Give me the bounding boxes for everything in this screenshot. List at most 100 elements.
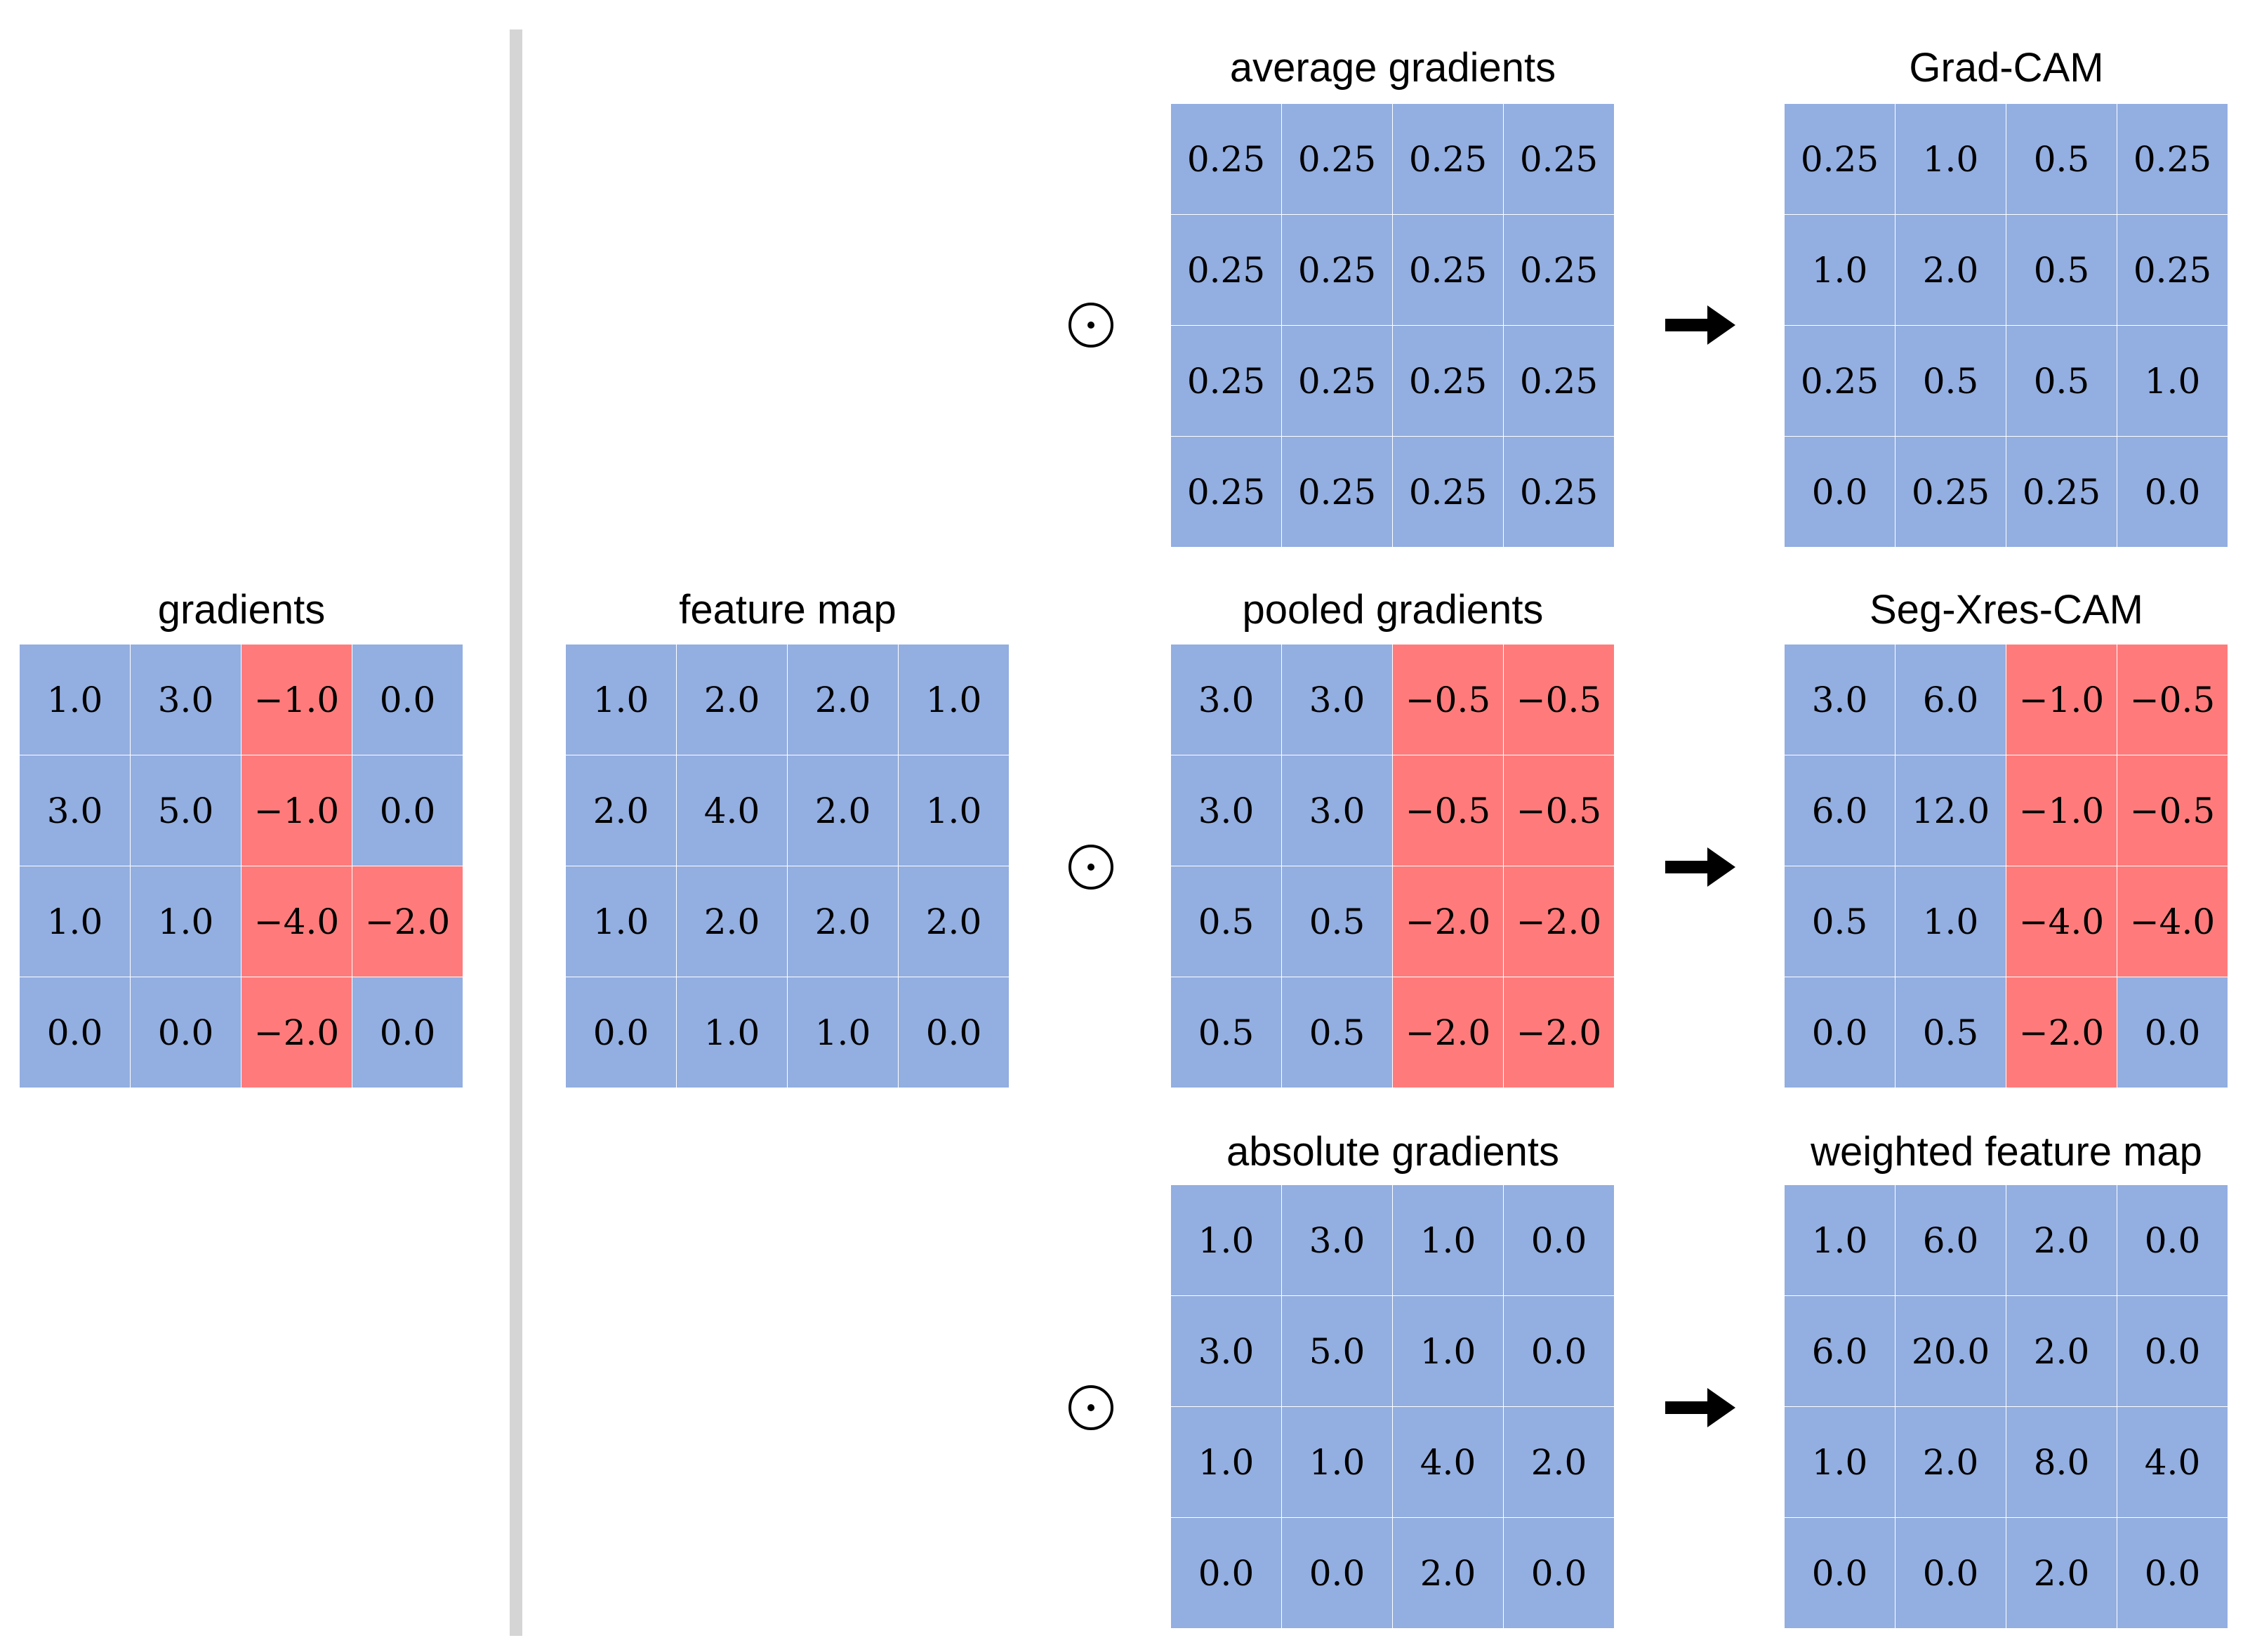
pooled-gradients-grid: 3.0 3.0 −0.5 −0.5 3.0 3.0 −0.5 −0.5 0.5 0.5 −2.0 −2… <box>1171 645 1615 1088</box>
grid-cell: −1.0 <box>241 755 352 866</box>
grid-cell: 2.0 <box>677 866 787 977</box>
grid-cell: −0.5 <box>1393 755 1503 866</box>
grid-cell: −1.0 <box>2006 755 2117 866</box>
grid-cell: 0.5 <box>2006 104 2117 214</box>
seg-xres-cam-title: Seg-Xres-CAM <box>1870 587 2143 633</box>
grid-cell: 3.0 <box>1171 645 1281 755</box>
grid-cell: 0.0 <box>1504 1296 1614 1406</box>
weighted-feature-map-grid: 1.0 6.0 2.0 0.0 6.0 20.0 2.0 0.0 1.0 2.0 8.0 4.0 0.0… <box>1785 1185 2228 1629</box>
hadamard-product-icon <box>1068 1385 1113 1430</box>
grid-cell: 0.25 <box>1282 215 1392 325</box>
grid-cell: 1.0 <box>1785 1185 1895 1295</box>
grid-cell: 0.0 <box>1282 1518 1392 1628</box>
grid-cell: 0.0 <box>352 977 463 1088</box>
grid-cell: −4.0 <box>2117 866 2228 977</box>
grid-cell: 0.0 <box>1895 1518 2006 1628</box>
grid-cell: −4.0 <box>2006 866 2117 977</box>
grid-cell: 2.0 <box>677 645 787 755</box>
grid-cell: −2.0 <box>1504 977 1614 1088</box>
grad-cam-grid: 0.25 1.0 0.5 0.25 1.0 2.0 0.5 0.25 0.25 0.5 0.5 1.0… <box>1785 104 2228 548</box>
grid-cell: 3.0 <box>1282 1185 1392 1295</box>
grid-cell: 1.0 <box>1895 104 2006 214</box>
grid-cell: 0.0 <box>1504 1518 1614 1628</box>
grid-cell: 3.0 <box>1171 755 1281 866</box>
grid-cell: 0.5 <box>1171 977 1281 1088</box>
grid-cell: 0.25 <box>1393 215 1503 325</box>
grid-cell: 1.0 <box>1393 1296 1503 1406</box>
hadamard-product-icon <box>1068 303 1113 348</box>
grid-cell: 0.5 <box>1282 977 1392 1088</box>
grid-cell: 1.0 <box>20 866 130 977</box>
grid-cell: 0.25 <box>1504 104 1614 214</box>
grid-cell: 0.25 <box>1282 326 1392 436</box>
grid-cell: 0.0 <box>1785 977 1895 1088</box>
grid-cell: −2.0 <box>1504 866 1614 977</box>
grid-cell: 2.0 <box>788 645 898 755</box>
grid-cell: 0.25 <box>1504 215 1614 325</box>
grid-cell: 3.0 <box>131 645 241 755</box>
grid-cell: 0.25 <box>1171 215 1281 325</box>
grad-cam-title: Grad-CAM <box>1909 45 2104 91</box>
grid-cell: 0.0 <box>899 977 1009 1088</box>
grid-cell: 2.0 <box>899 866 1009 977</box>
grid-cell: 2.0 <box>2006 1518 2117 1628</box>
grid-cell: 0.25 <box>2117 104 2228 214</box>
grid-cell: −0.5 <box>1393 645 1503 755</box>
grid-cell: 0.5 <box>1895 977 2006 1088</box>
grid-cell: 0.0 <box>352 645 463 755</box>
grid-cell: 0.0 <box>2117 1296 2228 1406</box>
grid-cell: −0.5 <box>2117 645 2228 755</box>
grid-cell: −0.5 <box>2117 755 2228 866</box>
grid-cell: 0.0 <box>1785 437 1895 547</box>
grid-cell: 0.25 <box>1171 104 1281 214</box>
weighted-feature-map-title: weighted feature map <box>1811 1129 2202 1175</box>
grid-cell: 2.0 <box>788 866 898 977</box>
grid-cell: 2.0 <box>1895 215 2006 325</box>
right-arrow-icon <box>1665 847 1735 887</box>
grid-cell: 6.0 <box>1895 1185 2006 1295</box>
grid-cell: 1.0 <box>566 645 676 755</box>
grid-cell: 0.25 <box>1282 437 1392 547</box>
hadamard-product-icon <box>1068 845 1113 890</box>
grid-cell: 2.0 <box>2006 1185 2117 1295</box>
grid-cell: 3.0 <box>1282 755 1392 866</box>
grid-cell: 0.0 <box>566 977 676 1088</box>
grid-cell: 0.25 <box>1785 104 1895 214</box>
grid-cell: 1.0 <box>1282 1407 1392 1517</box>
grid-cell: 0.0 <box>20 977 130 1088</box>
grid-cell: 1.0 <box>899 755 1009 866</box>
grid-cell: 0.5 <box>1282 866 1392 977</box>
grid-cell: −2.0 <box>1393 866 1503 977</box>
grid-cell: 3.0 <box>20 755 130 866</box>
grid-cell: 0.0 <box>131 977 241 1088</box>
grid-cell: −2.0 <box>2006 977 2117 1088</box>
average-gradients-title: average gradients <box>1229 45 1556 91</box>
grid-cell: 0.0 <box>1785 1518 1895 1628</box>
seg-xres-cam-grid: 3.0 6.0 −1.0 −0.5 6.0 12.0 −1.0 −0.5 0.5 1.0 −4.0−… <box>1785 645 2228 1088</box>
grid-cell: 5.0 <box>1282 1296 1392 1406</box>
grid-cell: 2.0 <box>566 755 676 866</box>
grid-cell: 0.25 <box>1393 104 1503 214</box>
grid-cell: 1.0 <box>131 866 241 977</box>
grid-cell: 3.0 <box>1282 645 1392 755</box>
grid-cell: 1.0 <box>1785 1407 1895 1517</box>
grid-cell: 1.0 <box>566 866 676 977</box>
grid-cell: 0.25 <box>1171 326 1281 436</box>
grid-cell: 0.0 <box>1171 1518 1281 1628</box>
average-gradients-grid: 0.25 0.25 0.25 0.25 0.25 0.25 0.25 0.25 0.25 0.25… <box>1171 104 1615 548</box>
grid-cell: 1.0 <box>2117 326 2228 436</box>
grid-cell: 0.25 <box>1393 437 1503 547</box>
grid-cell: 6.0 <box>1785 755 1895 866</box>
grid-cell: −2.0 <box>241 977 352 1088</box>
grid-cell: 0.0 <box>352 755 463 866</box>
grid-cell: −1.0 <box>241 645 352 755</box>
grid-cell: 0.25 <box>1785 326 1895 436</box>
gradients-grid: 1.0 3.0 −1.0 0.0 3.0 5.0 −1.0 0.0 1.0 1.0 −4.0 −2.0… <box>20 645 463 1088</box>
grid-cell: 0.5 <box>2006 215 2117 325</box>
grid-cell: 1.0 <box>788 977 898 1088</box>
grid-cell: 2.0 <box>1504 1407 1614 1517</box>
absolute-gradients-grid: 1.0 3.0 1.0 0.0 3.0 5.0 1.0 0.0 1.0 1.0 4.0 2.0 0.0 0… <box>1171 1185 1615 1629</box>
grid-cell: 0.0 <box>1504 1185 1614 1295</box>
feature-map-title: feature map <box>679 587 896 633</box>
